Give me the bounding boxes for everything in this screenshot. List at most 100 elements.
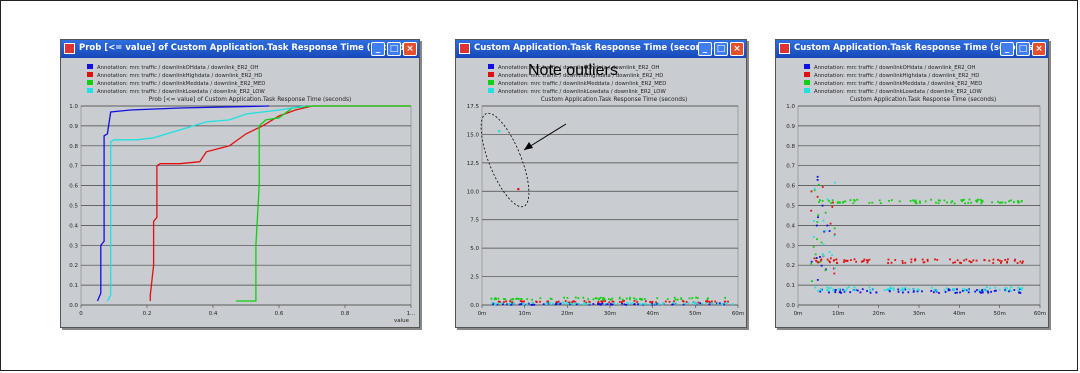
scatter-point [959, 291, 961, 294]
scatter-point [983, 288, 985, 291]
y-tick-label: 0.8 [69, 144, 78, 150]
scatter-window-full[interactable]: Custom Application.Task Response Time (s… [455, 39, 747, 328]
scatter-point [673, 296, 676, 299]
scatter-point [980, 291, 982, 294]
scatter-point [930, 198, 933, 201]
scatter-point [599, 296, 602, 299]
minimize-icon[interactable]: _ [371, 42, 385, 56]
scatter-point [612, 300, 615, 303]
scatter-point [828, 200, 830, 202]
scatter-point [820, 241, 823, 244]
maximize-icon[interactable]: □ [387, 42, 401, 56]
minimize-icon[interactable]: _ [1000, 42, 1014, 56]
scatter-point [866, 261, 869, 264]
scatter-point [618, 296, 621, 299]
scatter-point [934, 258, 936, 261]
x-tick-label: 60m [1034, 311, 1046, 317]
scatter-point [629, 296, 631, 299]
scatter-point [981, 199, 983, 202]
x-axis-label: value [394, 318, 410, 324]
x-tick-label: 0 [79, 311, 83, 317]
scatter-point [845, 289, 848, 292]
scatter-point [635, 298, 638, 301]
window-titlebar[interactable]: Custom Application.Task Response Time (s… [456, 40, 746, 58]
scatter-point [610, 303, 613, 306]
scatter-point [650, 301, 653, 304]
scatter-point [600, 303, 602, 306]
scatter-point [522, 300, 525, 303]
cdf-window[interactable]: Prob [<= value] of Custom Application.Ta… [60, 39, 420, 328]
legend-entry: Annotation: mrc traffic / downlinkHighda… [97, 73, 262, 79]
window-titlebar[interactable]: Prob [<= value] of Custom Application.Ta… [61, 40, 419, 58]
scatter-point [513, 302, 516, 305]
y-tick-label: 0.6 [69, 184, 78, 190]
scatter-point [853, 258, 856, 261]
scatter-point [674, 298, 677, 301]
close-icon[interactable]: × [403, 42, 417, 56]
scatter-point [526, 298, 529, 300]
legend-entry: Annotation: mrc traffic / downlinkOHdata… [814, 65, 975, 71]
scatter-point [946, 201, 948, 204]
scatter-point [952, 261, 955, 264]
scatter-point [993, 290, 996, 292]
scatter-point [910, 261, 913, 264]
scatter-point [980, 202, 983, 205]
scatter-point [890, 199, 893, 202]
scatter-point [810, 209, 813, 212]
scatter-point [1000, 262, 1002, 264]
scatter-point [1017, 201, 1020, 204]
scatter-point [588, 303, 591, 306]
scatter-point [810, 190, 813, 193]
scatter-point [819, 290, 822, 293]
scatter-point [1021, 287, 1024, 289]
scatter-point [843, 290, 846, 293]
scatter-point [935, 290, 938, 293]
scatter-point [709, 301, 712, 304]
scatter-point [922, 261, 925, 264]
window-titlebar[interactable]: Custom Application.Task Response Time (s… [776, 40, 1048, 58]
scatter-window-zoom[interactable]: Custom Application.Task Response Time (s… [775, 39, 1049, 328]
scatter-point [812, 246, 815, 248]
scatter-point [680, 297, 683, 300]
scatter-point [531, 302, 534, 304]
scatter-point [695, 296, 698, 299]
scatter-point [817, 183, 820, 186]
scatter-point [914, 201, 917, 203]
scatter-point [909, 199, 912, 202]
scatter-point [912, 288, 915, 291]
scatter-point [1020, 199, 1023, 202]
x-tick-label: 40m [646, 311, 658, 317]
scatter-point [853, 199, 856, 202]
scatter-point [829, 261, 831, 264]
scatter-point [842, 288, 844, 291]
scatter-point [823, 230, 826, 233]
scatter-point [963, 198, 965, 201]
close-icon[interactable]: × [730, 42, 744, 56]
maximize-icon[interactable]: □ [714, 42, 728, 56]
minimize-icon[interactable]: _ [698, 42, 712, 56]
scatter-point [824, 229, 827, 232]
scatter-point [997, 258, 999, 261]
scatter-point [1017, 200, 1019, 202]
y-tick-label: 0.4 [786, 223, 795, 229]
scatter-point [998, 201, 1001, 204]
scatter-point [962, 199, 964, 202]
scatter-point [688, 297, 691, 300]
scatter-point [588, 302, 591, 305]
scatter-point [962, 288, 965, 291]
scatter-point [621, 301, 623, 304]
scatter-point [724, 300, 727, 303]
scatter-point [818, 199, 821, 202]
scatter-point [849, 291, 852, 294]
close-icon[interactable]: × [1032, 42, 1046, 56]
scatter-point [967, 288, 969, 291]
scatter-point [861, 260, 864, 263]
scatter-point [921, 258, 924, 261]
maximize-icon[interactable]: □ [1016, 42, 1030, 56]
scatter-point [568, 301, 571, 304]
x-tick-label: 10m [518, 311, 530, 317]
scatter-point [816, 195, 819, 198]
scatter-point [656, 302, 658, 305]
scatter-point [497, 300, 500, 303]
scatter-point [831, 254, 833, 256]
